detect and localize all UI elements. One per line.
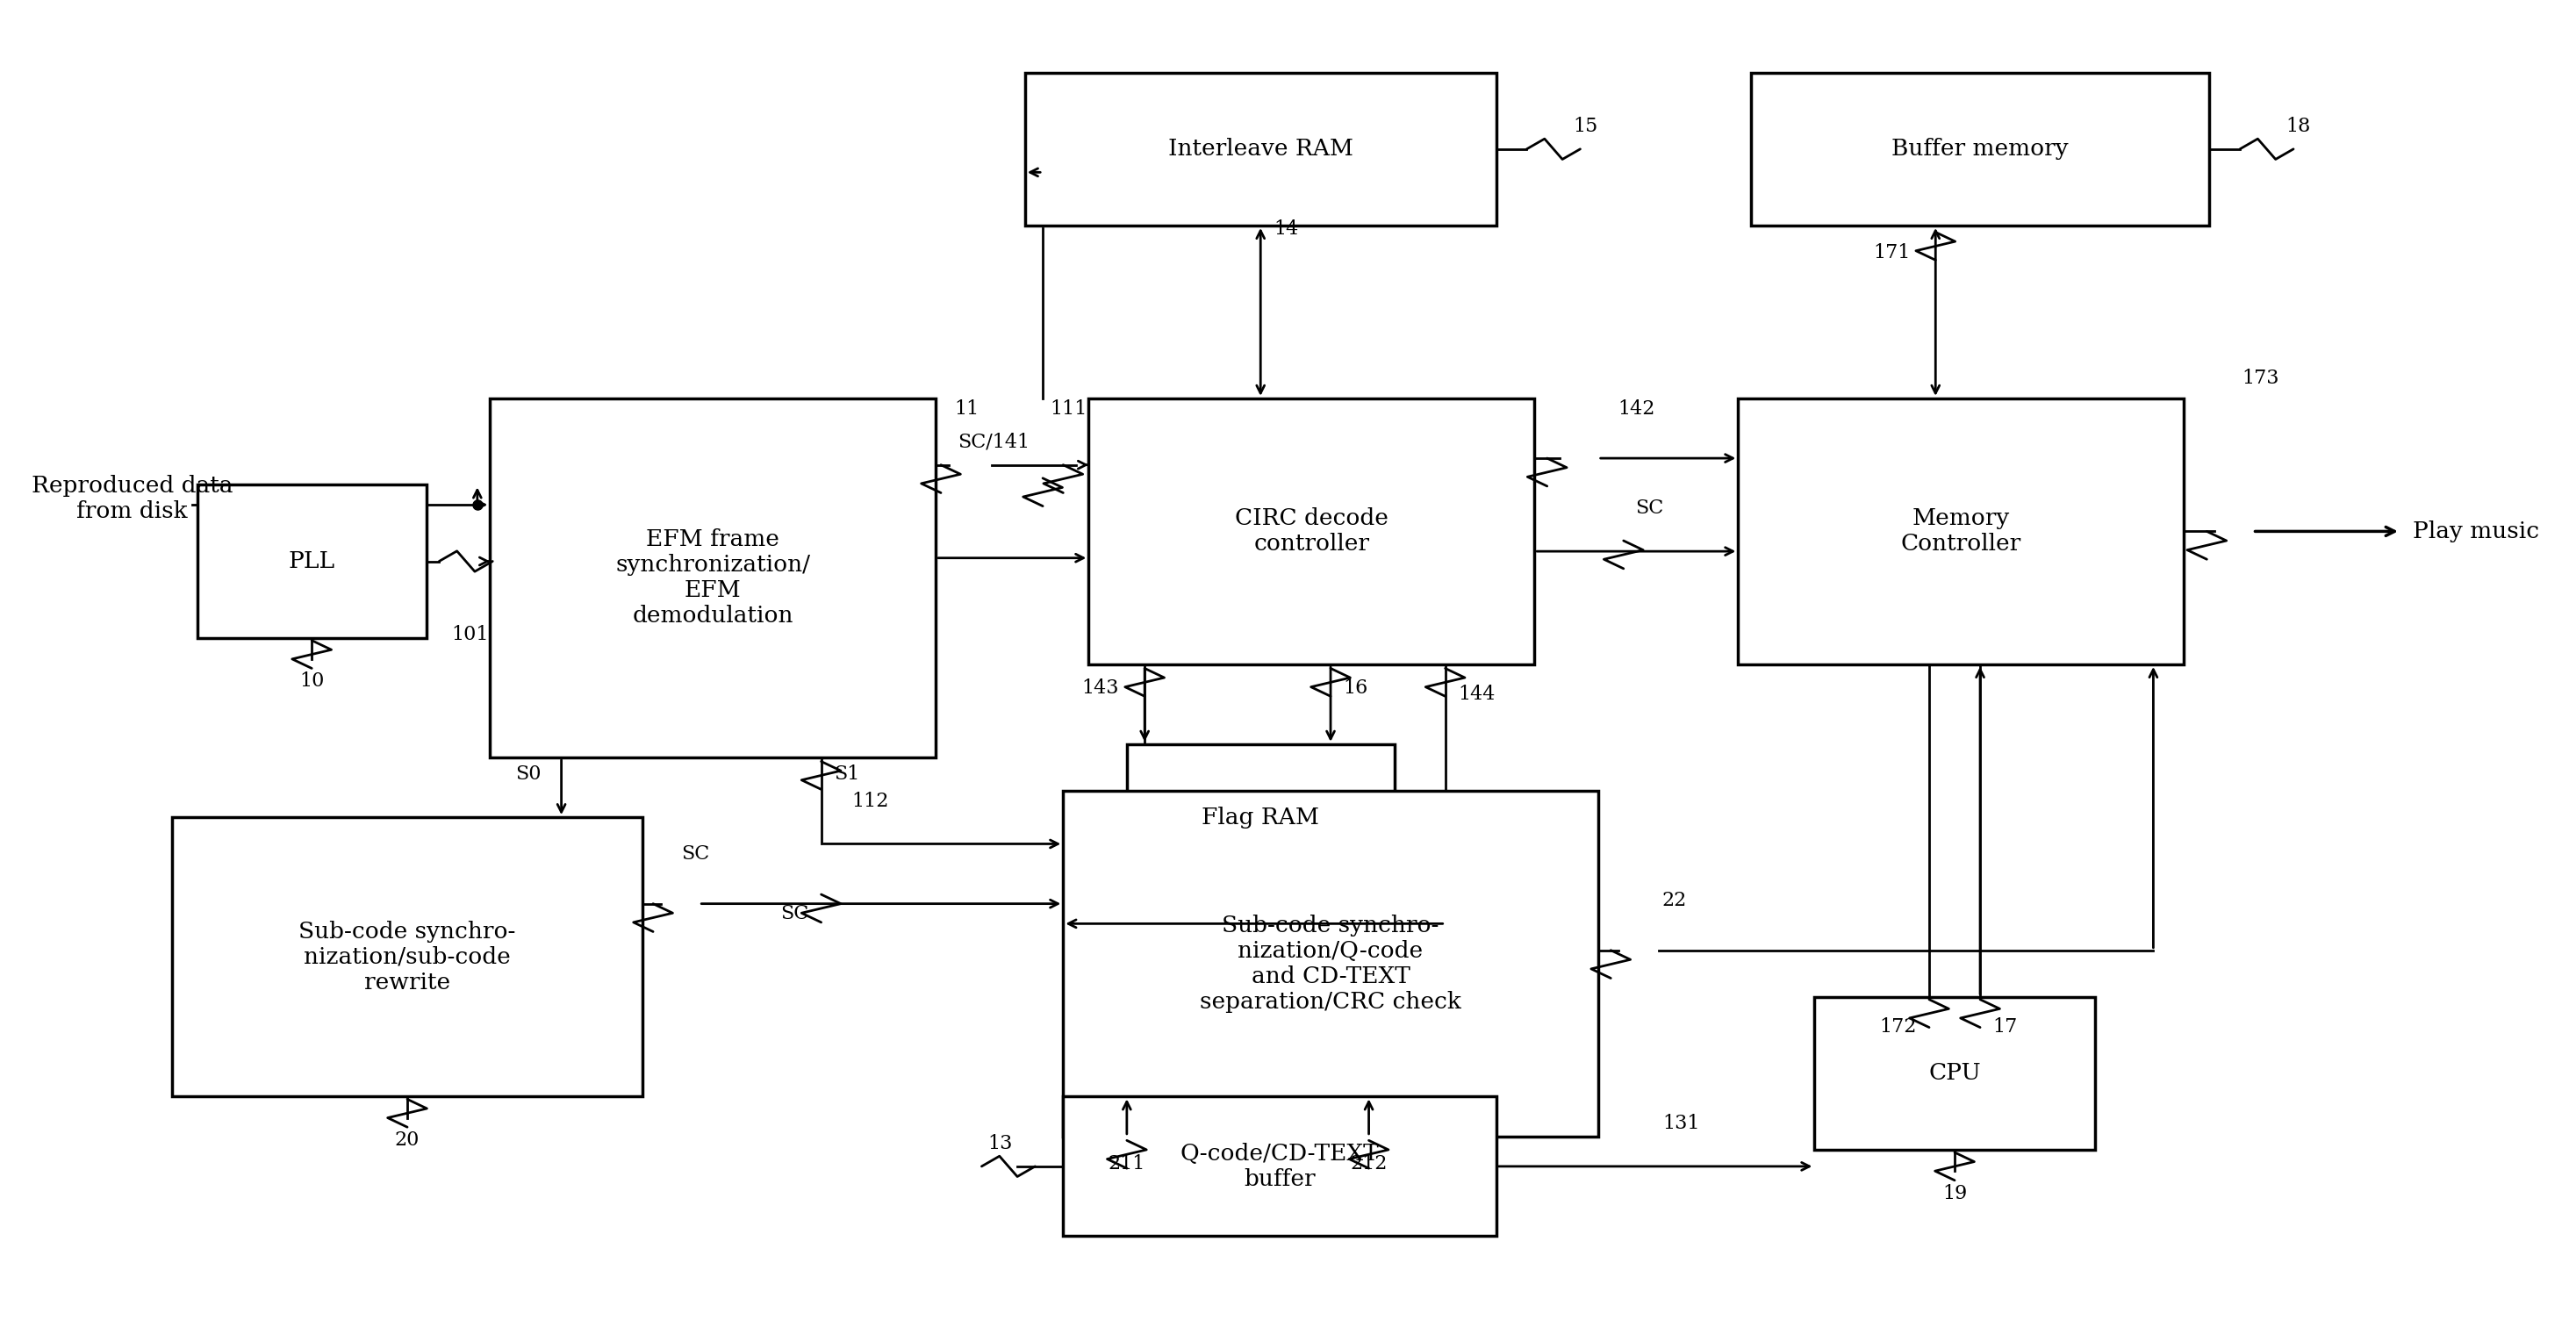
Text: 10: 10 <box>299 671 325 691</box>
Text: 144: 144 <box>1458 684 1494 705</box>
Text: 143: 143 <box>1082 678 1118 698</box>
Text: 19: 19 <box>1942 1184 1968 1202</box>
Text: 18: 18 <box>2285 117 2311 136</box>
Text: 13: 13 <box>987 1134 1012 1153</box>
Text: SC/141: SC/141 <box>958 432 1030 451</box>
Text: Play music: Play music <box>2414 521 2540 542</box>
FancyBboxPatch shape <box>1739 399 2184 664</box>
FancyBboxPatch shape <box>1752 72 2210 225</box>
FancyBboxPatch shape <box>1814 997 2094 1150</box>
Text: S1: S1 <box>835 765 860 784</box>
Text: 173: 173 <box>2241 369 2280 388</box>
Text: 211: 211 <box>1108 1154 1146 1174</box>
FancyBboxPatch shape <box>1025 72 1497 225</box>
FancyBboxPatch shape <box>1126 745 1394 891</box>
Text: 112: 112 <box>853 792 889 811</box>
FancyBboxPatch shape <box>1090 399 1535 664</box>
FancyBboxPatch shape <box>1064 790 1597 1137</box>
Text: PLL: PLL <box>289 550 335 572</box>
Text: SC: SC <box>680 844 708 864</box>
Text: Interleave RAM: Interleave RAM <box>1167 138 1352 160</box>
Text: 111: 111 <box>1048 399 1087 419</box>
FancyBboxPatch shape <box>1064 1096 1497 1236</box>
FancyBboxPatch shape <box>198 484 428 637</box>
Text: 20: 20 <box>394 1130 420 1150</box>
Text: 16: 16 <box>1342 678 1368 698</box>
FancyBboxPatch shape <box>173 817 644 1096</box>
Text: Memory
Controller: Memory Controller <box>1901 507 2022 556</box>
Text: S0: S0 <box>515 765 541 784</box>
Text: Q-code/CD-TEXT
buffer: Q-code/CD-TEXT buffer <box>1180 1142 1378 1190</box>
Text: 172: 172 <box>1880 1017 1917 1037</box>
Text: 131: 131 <box>1662 1114 1700 1133</box>
Text: CIRC decode
controller: CIRC decode controller <box>1234 507 1388 556</box>
Text: 22: 22 <box>1662 891 1687 910</box>
Text: SC: SC <box>1636 499 1664 518</box>
Text: EFM frame
synchronization/
EFM
demodulation: EFM frame synchronization/ EFM demodulat… <box>616 529 811 627</box>
Text: Sub-code synchro-
nization/sub-code
rewrite: Sub-code synchro- nization/sub-code rewr… <box>299 921 515 993</box>
Text: CPU: CPU <box>1929 1063 1981 1084</box>
Text: 11: 11 <box>953 399 979 419</box>
Text: 17: 17 <box>1994 1017 2017 1037</box>
Text: SC: SC <box>781 905 809 923</box>
Text: 15: 15 <box>1574 117 1597 136</box>
Text: Flag RAM: Flag RAM <box>1203 807 1319 828</box>
Text: 142: 142 <box>1618 399 1654 419</box>
Text: 212: 212 <box>1350 1154 1388 1174</box>
Text: 14: 14 <box>1273 220 1298 239</box>
Text: Sub-code synchro-
nization/Q-code
and CD-TEXT
separation/CRC check: Sub-code synchro- nization/Q-code and CD… <box>1200 914 1461 1013</box>
Text: 101: 101 <box>451 625 489 644</box>
Text: Reproduced data
from disk: Reproduced data from disk <box>31 475 232 522</box>
Text: Buffer memory: Buffer memory <box>1891 138 2069 160</box>
FancyBboxPatch shape <box>489 399 935 757</box>
Text: 171: 171 <box>1873 243 1909 263</box>
